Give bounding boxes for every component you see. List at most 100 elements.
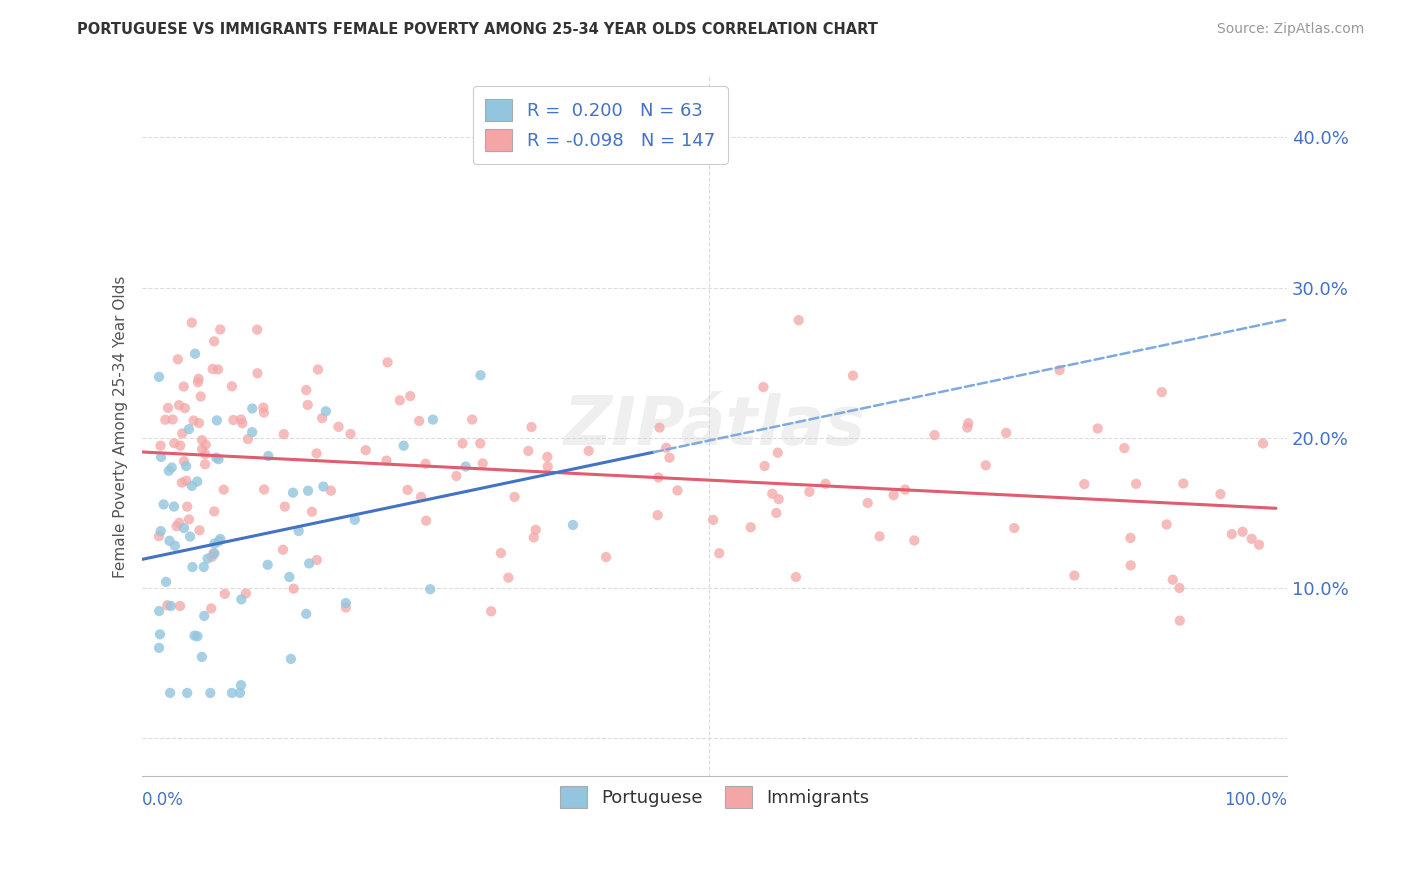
Immigrants	[451, 436, 474, 450]
Portuguese	[197, 551, 219, 566]
Portuguese	[335, 596, 357, 610]
Portuguese	[155, 574, 177, 589]
Immigrants	[470, 436, 492, 450]
Immigrants	[273, 427, 295, 442]
Immigrants	[202, 504, 225, 518]
Immigrants	[1156, 517, 1178, 532]
Portuguese	[202, 547, 225, 561]
Immigrants	[903, 533, 925, 548]
Immigrants	[766, 445, 789, 459]
Portuguese	[392, 439, 415, 453]
Immigrants	[187, 375, 209, 389]
Immigrants	[399, 389, 422, 403]
Immigrants	[157, 401, 180, 415]
Immigrants	[167, 398, 190, 412]
Legend: Portuguese, Immigrants: Portuguese, Immigrants	[553, 779, 876, 815]
Portuguese	[193, 608, 215, 623]
Immigrants	[201, 549, 224, 564]
Immigrants	[163, 436, 186, 450]
Immigrants	[740, 520, 762, 534]
Immigrants	[339, 427, 361, 442]
Immigrants	[191, 442, 214, 457]
Immigrants	[520, 420, 543, 434]
Immigrants	[578, 443, 600, 458]
Immigrants	[148, 529, 170, 543]
Portuguese	[256, 558, 278, 572]
Immigrants	[328, 419, 350, 434]
Portuguese	[204, 536, 226, 550]
Immigrants	[176, 500, 198, 514]
Portuguese	[150, 450, 173, 464]
Immigrants	[709, 546, 731, 560]
Immigrants	[517, 444, 540, 458]
Portuguese	[454, 459, 477, 474]
Immigrants	[524, 523, 547, 537]
Immigrants	[1087, 421, 1109, 435]
Immigrants	[388, 393, 411, 408]
Immigrants	[537, 459, 560, 474]
Immigrants	[188, 416, 211, 430]
Immigrants	[595, 550, 617, 565]
Text: ZIPátlas: ZIPátlas	[564, 393, 866, 459]
Immigrants	[536, 450, 558, 464]
Portuguese	[561, 517, 583, 532]
Immigrants	[647, 470, 669, 484]
Immigrants	[503, 490, 526, 504]
Portuguese	[184, 347, 207, 361]
Immigrants	[209, 322, 232, 336]
Immigrants	[301, 505, 323, 519]
Portuguese	[315, 404, 337, 418]
Portuguese	[221, 686, 243, 700]
Immigrants	[785, 570, 807, 584]
Immigrants	[155, 413, 177, 427]
Immigrants	[1150, 385, 1173, 400]
Portuguese	[297, 483, 319, 498]
Immigrants	[446, 469, 468, 483]
Portuguese	[312, 479, 335, 493]
Immigrants	[956, 420, 979, 434]
Immigrants	[765, 506, 787, 520]
Immigrants	[222, 413, 245, 427]
Immigrants	[202, 334, 225, 349]
Immigrants	[1073, 477, 1095, 491]
Immigrants	[167, 516, 190, 530]
Portuguese	[160, 460, 183, 475]
Portuguese	[281, 485, 304, 500]
Immigrants	[1247, 538, 1270, 552]
Immigrants	[295, 383, 318, 397]
Immigrants	[335, 600, 357, 615]
Text: 0.0%: 0.0%	[142, 790, 184, 808]
Portuguese	[422, 412, 444, 426]
Immigrants	[995, 425, 1018, 440]
Immigrants	[1209, 487, 1232, 501]
Portuguese	[149, 524, 172, 538]
Immigrants	[523, 530, 546, 544]
Portuguese	[295, 607, 318, 621]
Text: 100.0%: 100.0%	[1225, 790, 1286, 808]
Portuguese	[343, 513, 366, 527]
Portuguese	[191, 649, 214, 664]
Immigrants	[253, 483, 276, 497]
Immigrants	[842, 368, 865, 383]
Immigrants	[166, 519, 188, 533]
Y-axis label: Female Poverty Among 25-34 Year Olds: Female Poverty Among 25-34 Year Olds	[114, 276, 128, 578]
Immigrants	[471, 457, 494, 471]
Immigrants	[207, 362, 229, 376]
Immigrants	[253, 405, 276, 419]
Portuguese	[419, 582, 441, 597]
Immigrants	[200, 601, 222, 615]
Portuguese	[470, 368, 492, 383]
Immigrants	[1119, 558, 1142, 573]
Immigrants	[173, 379, 195, 393]
Immigrants	[169, 439, 191, 453]
Immigrants	[214, 587, 236, 601]
Immigrants	[375, 453, 398, 467]
Immigrants	[658, 450, 681, 465]
Immigrants	[173, 401, 195, 416]
Immigrants	[297, 398, 319, 412]
Immigrants	[311, 411, 333, 425]
Portuguese	[278, 570, 301, 584]
Immigrants	[799, 484, 821, 499]
Portuguese	[193, 560, 215, 574]
Immigrants	[202, 546, 225, 560]
